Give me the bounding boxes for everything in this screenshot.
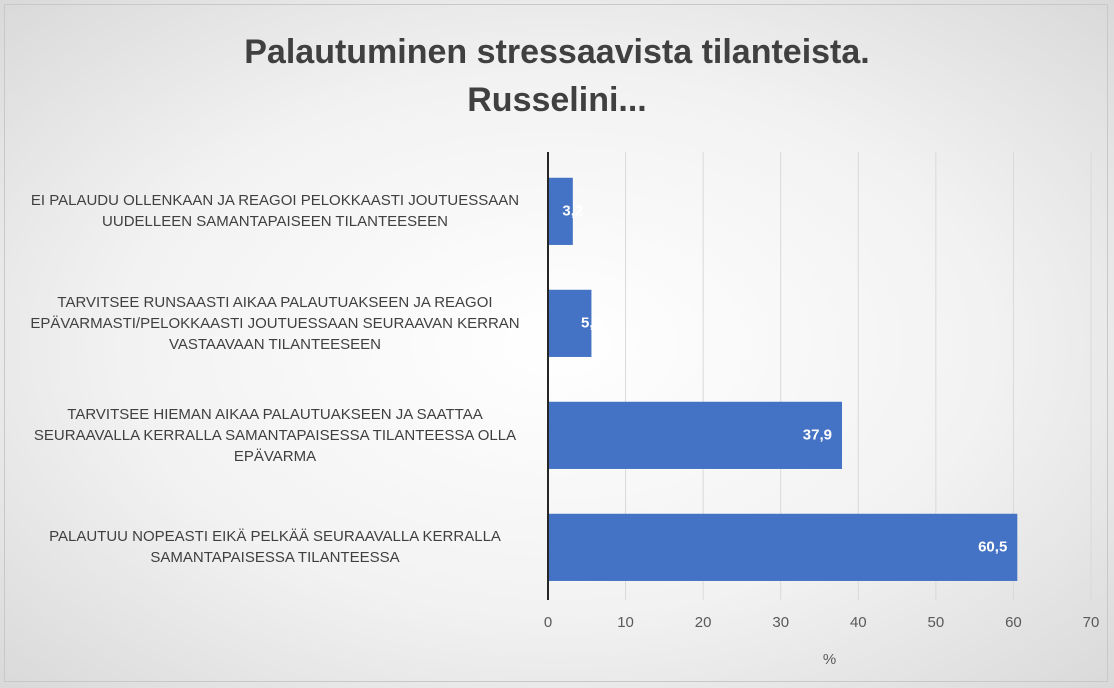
x-tick-label: 70 — [1083, 614, 1100, 631]
chart-border — [4, 4, 1108, 682]
y-tick-label: EI PALAUDU OLLENKAAN JA REAGOI PELOKKAAS… — [30, 192, 520, 231]
x-tick-label: 60 — [1005, 614, 1022, 631]
x-tick-label: 30 — [772, 614, 789, 631]
bar — [548, 401, 842, 469]
data-label: 37,9 — [803, 426, 832, 443]
data-label: 60,5 — [978, 538, 1007, 555]
chart-title: Palautuminen stressaavista tilanteista. … — [244, 33, 870, 119]
x-axis-label: % — [823, 651, 836, 668]
bar — [548, 513, 1018, 581]
y-tick-label: PALAUTUU NOPEASTI EIKÄ PELKÄÄ SEURAAVALL… — [49, 528, 501, 567]
bar — [548, 177, 573, 245]
bar — [548, 289, 592, 357]
y-tick-label: TARVITSEE RUNSAASTI AIKAA PALAUTUAKSEEN … — [30, 293, 520, 353]
x-tick-label: 40 — [850, 614, 867, 631]
y-tick-label: TARVITSEE HIEMAN AIKAA PALAUTUAKSEEN JA … — [33, 405, 517, 465]
x-tick-label: 50 — [928, 614, 945, 631]
x-tick-label: 10 — [617, 614, 634, 631]
x-tick-label: 20 — [695, 614, 712, 631]
data-label: 3,2 — [562, 202, 583, 219]
x-tick-label: 0 — [544, 614, 552, 631]
data-label: 5,6 — [581, 314, 602, 331]
